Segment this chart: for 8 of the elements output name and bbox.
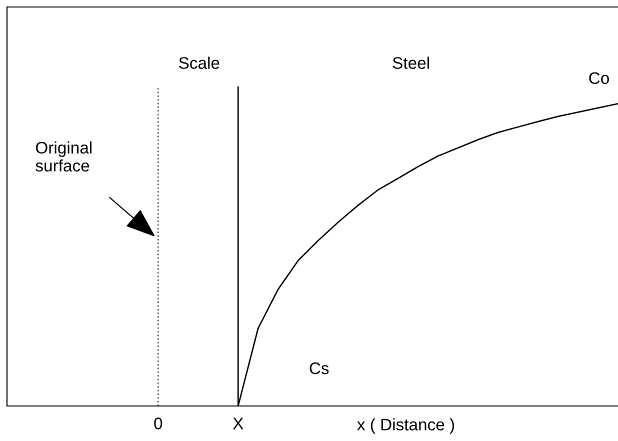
- annotation: Cs: [310, 362, 329, 374]
- x-tick-label: X: [232, 418, 244, 430]
- x-axis-title: x ( Distance ): [357, 418, 454, 434]
- x-tick-label: 0: [154, 418, 162, 430]
- text: Co: [589, 72, 609, 84]
- text: Steel: [392, 56, 429, 69]
- annotation: Original surface: [36, 141, 92, 172]
- text: Scale: [179, 56, 220, 69]
